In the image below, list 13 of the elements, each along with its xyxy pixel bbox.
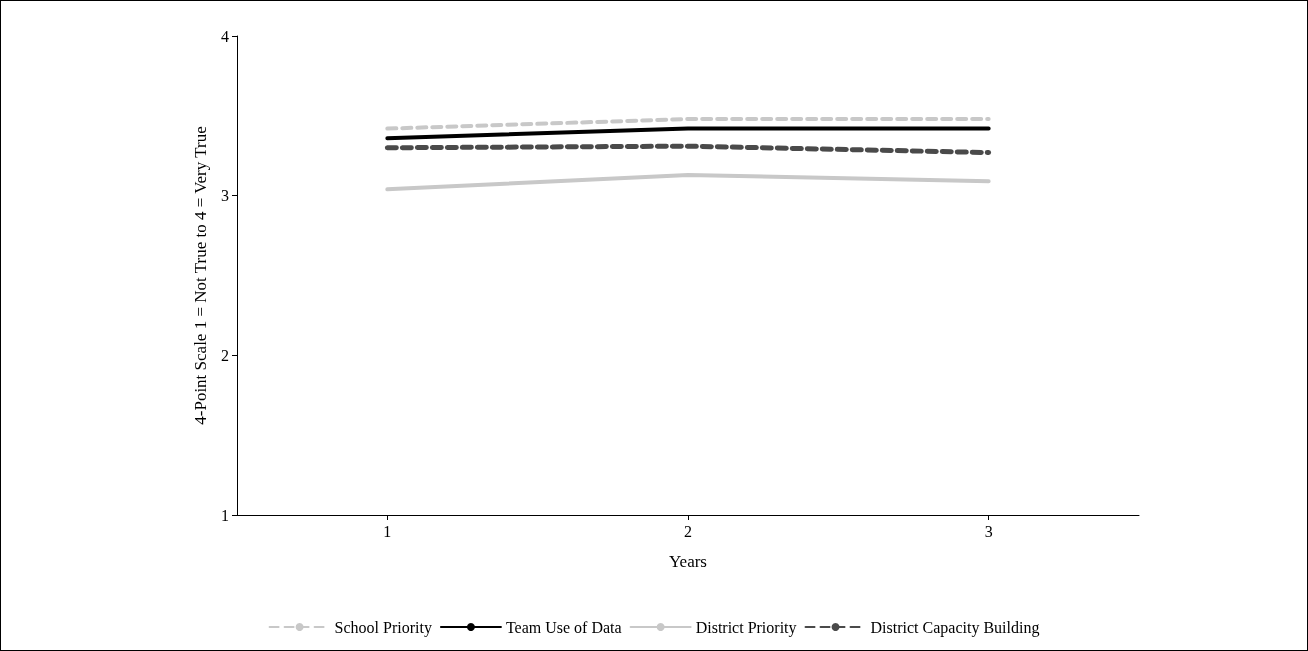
legend-label: District Priority bbox=[695, 618, 797, 637]
y-tick-label: 3 bbox=[221, 187, 229, 205]
x-axis-title: Years bbox=[669, 552, 707, 571]
y-tick-label: 1 bbox=[221, 506, 229, 524]
legend-label: School Priority bbox=[334, 618, 432, 637]
legend-label: Team Use of Data bbox=[505, 618, 622, 636]
y-tick-label: 2 bbox=[221, 346, 229, 364]
y-axis-title: 4-Point Scale 1 = Not True to 4 = Very True bbox=[191, 126, 210, 425]
legend-label: District Capacity Building bbox=[870, 618, 1040, 637]
x-tick-label: 3 bbox=[984, 522, 993, 540]
y-tick-label: 4 bbox=[221, 27, 229, 45]
x-tick-label: 2 bbox=[684, 522, 692, 540]
x-tick-label: 1 bbox=[383, 522, 392, 540]
